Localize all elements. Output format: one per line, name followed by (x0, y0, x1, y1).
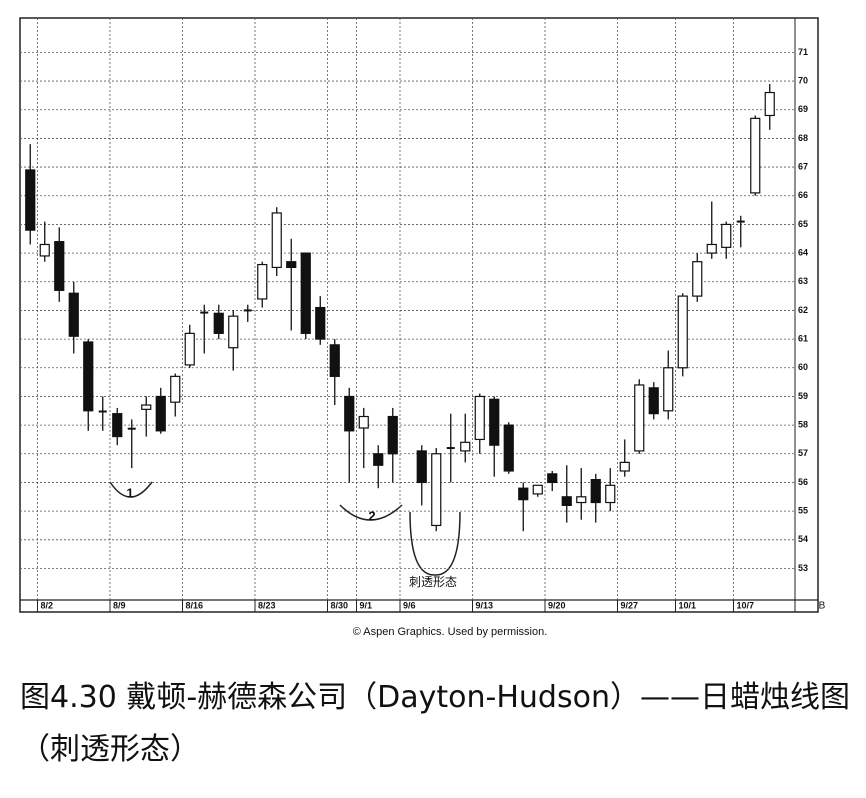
candle-body (590, 478, 601, 504)
candle-body (416, 450, 427, 484)
x-tick-label: 9/1 (360, 600, 373, 610)
candle-body (474, 395, 485, 441)
candle-body (83, 341, 94, 412)
candle-body (315, 306, 326, 340)
candle-body (228, 315, 239, 349)
y-tick-label: 55 (798, 505, 808, 515)
y-tick-label: 54 (798, 534, 808, 544)
x-tick-label: 9/27 (621, 600, 639, 610)
candle-body (706, 243, 717, 254)
caption: 图4.30 戴顿-赫德森公司（Dayton-Hudson）——日蜡烛线图（刺透形… (20, 680, 850, 767)
frame (19, 17, 819, 613)
y-tick-label: 69 (798, 104, 808, 114)
y-tick-label: 68 (798, 133, 808, 143)
candle-body (373, 453, 384, 466)
candle-body (25, 169, 36, 231)
x-tick-label: 8/9 (113, 600, 126, 610)
candle-body (692, 261, 703, 297)
x-tick-label: 10/7 (737, 600, 755, 610)
y-tick-label: 71 (798, 47, 808, 57)
candle-body (460, 441, 471, 452)
candle-body (257, 263, 268, 300)
candle-body (489, 398, 500, 446)
candle-body (677, 295, 688, 369)
candle-body (358, 415, 369, 429)
y-tick-label: 57 (798, 448, 808, 458)
y-tick-label: 60 (798, 362, 808, 372)
credit: © Aspen Graphics. Used by permission. (353, 626, 548, 638)
candle-body (68, 292, 79, 337)
x-tick-label: 8/30 (331, 600, 349, 610)
annotation: 刺透形态 (409, 575, 457, 589)
candle-body (431, 453, 442, 527)
y-tick-label: 53 (798, 563, 808, 573)
y-tick-label: 59 (798, 391, 808, 401)
annotation: 2 (368, 508, 375, 523)
candle-body (547, 473, 558, 484)
candle-body (286, 261, 297, 269)
candle-body (170, 375, 181, 403)
candle-body (112, 413, 123, 438)
x-tick-label: 10/1 (679, 600, 697, 610)
x-tick-label: 9/13 (476, 600, 494, 610)
y-tick-label: 58 (798, 419, 808, 429)
axis-corner-label: B (819, 601, 826, 612)
y-tick-label: 62 (798, 305, 808, 315)
y-tick-label: 65 (798, 219, 808, 229)
x-tick-label: 8/23 (258, 600, 276, 610)
y-tick-label: 63 (798, 276, 808, 286)
candle-body (503, 424, 514, 472)
annotation: 1 (126, 485, 133, 500)
x-tick-label: 9/20 (548, 600, 566, 610)
candle-body (387, 415, 398, 455)
y-tick-label: 70 (798, 75, 808, 85)
candle-body (648, 387, 659, 415)
candle-body (300, 252, 311, 334)
x-tick-label: 8/2 (41, 600, 54, 610)
candle-body (532, 484, 543, 495)
candle-body (54, 241, 65, 291)
candle-body (155, 395, 166, 432)
candle-body (39, 243, 50, 257)
candle-body (764, 91, 775, 117)
candle-body (663, 367, 674, 412)
candle-body (619, 461, 630, 472)
candle-body (184, 332, 195, 366)
bracket (409, 511, 461, 576)
y-tick-label: 66 (798, 190, 808, 200)
candle-body (561, 496, 572, 506)
y-tick-label: 64 (798, 247, 808, 257)
candle-body (213, 312, 224, 334)
candle-body (518, 487, 529, 501)
chart: 1 2 刺透形态 B © Aspen Graphics. Used by per… (19, 17, 826, 638)
candle-body (605, 484, 616, 504)
candle-body (750, 117, 761, 194)
y-tick-label: 56 (798, 477, 808, 487)
x-tick-label: 9/6 (403, 600, 416, 610)
y-tick-label: 61 (798, 333, 808, 343)
candle-body (329, 344, 340, 377)
x-tick-label: 8/16 (186, 600, 204, 610)
candle-body (344, 395, 355, 432)
candle-body (271, 212, 282, 269)
y-tick-label: 67 (798, 161, 808, 171)
candle-body (721, 223, 732, 248)
bracket (109, 481, 153, 498)
candle-body (634, 384, 645, 452)
bracket (339, 504, 403, 521)
candle-body (576, 496, 587, 504)
candle-body (141, 404, 152, 410)
